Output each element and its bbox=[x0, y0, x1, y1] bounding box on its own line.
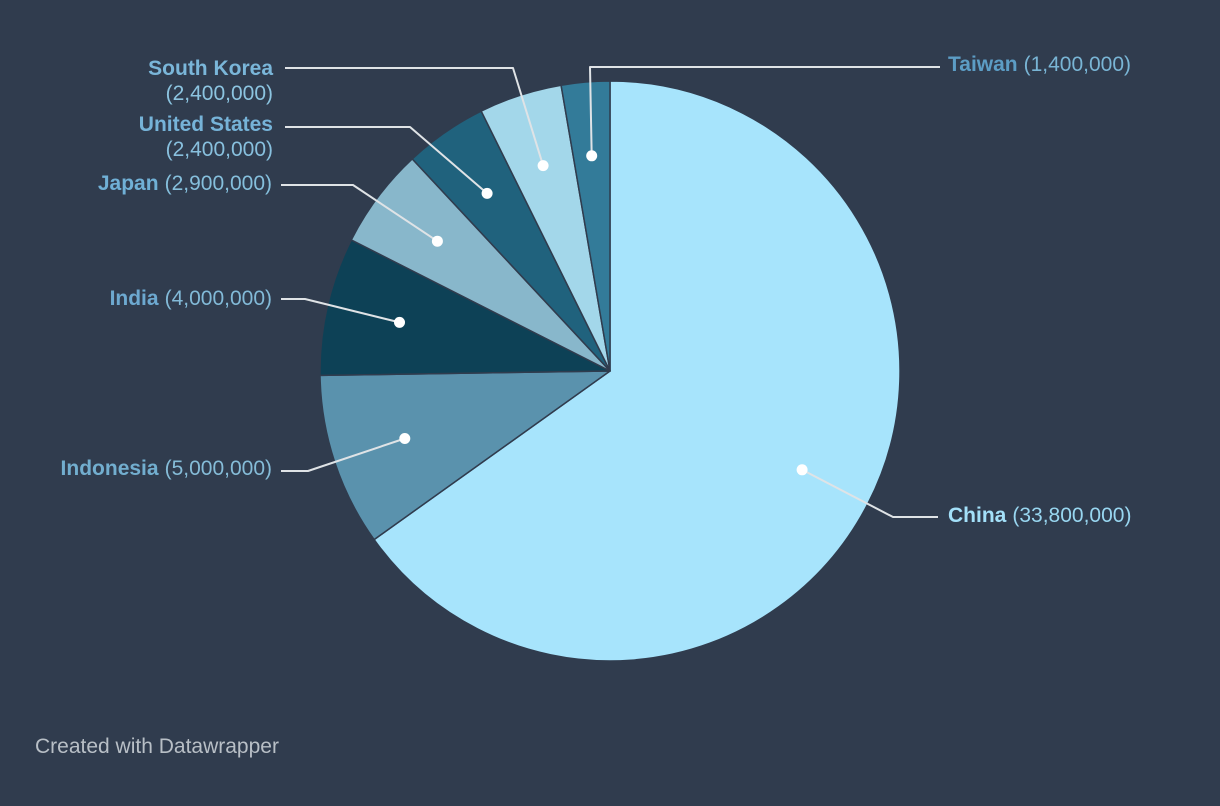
leader-line-china bbox=[801, 468, 938, 518]
leader-dot-japan bbox=[431, 235, 443, 247]
label-south-korea-value: (2,400,000) bbox=[165, 82, 273, 105]
label-china-name: China bbox=[948, 504, 1007, 527]
leader-line-taiwan bbox=[589, 66, 940, 156]
leader-line-south-korea bbox=[285, 67, 545, 166]
label-japan: Japan (2,900,000) bbox=[98, 171, 272, 196]
label-united-states: United States (2,400,000) bbox=[139, 112, 273, 162]
leader-line-india bbox=[281, 298, 400, 324]
label-south-korea-name: South Korea bbox=[148, 57, 273, 80]
label-taiwan: Taiwan (1,400,000) bbox=[948, 52, 1131, 77]
label-indonesia-value: (5,000,000) bbox=[164, 457, 272, 480]
label-taiwan-value: (1,400,000) bbox=[1023, 53, 1132, 76]
leader-dot-united-states bbox=[481, 187, 493, 199]
leader-dot-india bbox=[394, 316, 405, 328]
label-taiwan-name: Taiwan bbox=[948, 53, 1018, 76]
label-india-value: (4,000,000) bbox=[164, 287, 272, 310]
label-china: China (33,800,000) bbox=[948, 503, 1131, 528]
leader-dot-china bbox=[796, 464, 808, 476]
label-japan-value: (2,900,000) bbox=[164, 172, 272, 195]
label-india-name: India bbox=[109, 287, 159, 310]
pie-slice-india[interactable] bbox=[319, 239, 611, 377]
label-united-states-value: (2,400,000) bbox=[165, 138, 273, 161]
leader-dot-taiwan bbox=[586, 150, 598, 162]
label-china-value: (33,800,000) bbox=[1012, 504, 1132, 527]
leader-line-japan bbox=[281, 184, 438, 243]
leader-line-indonesia bbox=[281, 437, 406, 472]
leader-dot-south-korea bbox=[537, 160, 549, 172]
label-indonesia: Indonesia (5,000,000) bbox=[61, 456, 272, 481]
label-united-states-name: United States bbox=[138, 113, 273, 136]
label-japan-name: Japan bbox=[97, 172, 159, 195]
label-indonesia-name: Indonesia bbox=[60, 457, 159, 480]
label-india: India (4,000,000) bbox=[110, 286, 272, 311]
label-south-korea: South Korea (2,400,000) bbox=[148, 56, 273, 106]
leader-line-united-states bbox=[285, 126, 488, 195]
leader-dot-indonesia bbox=[399, 433, 411, 444]
attribution-text: Created with Datawrapper bbox=[35, 735, 279, 758]
pie-slice-taiwan[interactable] bbox=[560, 80, 611, 372]
